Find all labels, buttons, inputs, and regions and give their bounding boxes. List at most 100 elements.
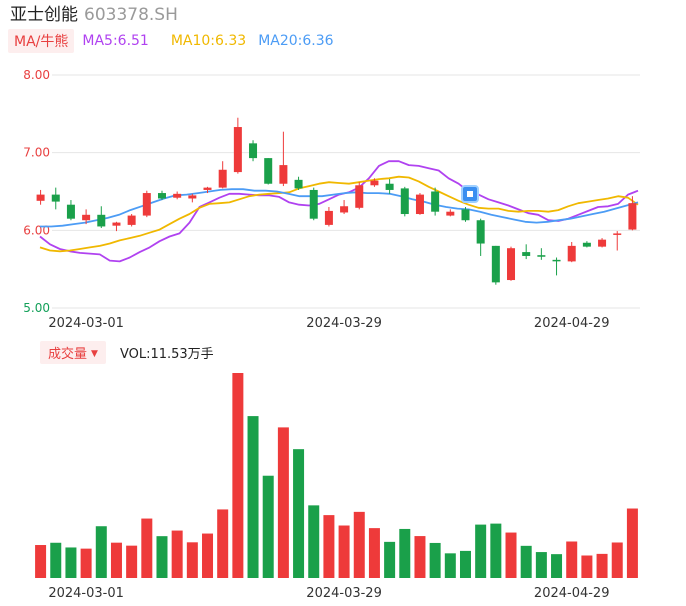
volume-bar bbox=[399, 528, 411, 578]
candle-body bbox=[613, 233, 622, 235]
candle-body bbox=[522, 252, 531, 256]
candle-body bbox=[370, 180, 379, 186]
volume-indicator-label: 成交量 bbox=[48, 346, 88, 362]
kline-date-axis: 2024-03-01 2024-03-29 2024-04-29 bbox=[48, 316, 609, 331]
volume-value: VOL:11.53万手 bbox=[119, 346, 214, 362]
candle-body bbox=[537, 255, 546, 257]
candle-body bbox=[157, 193, 166, 199]
ma-lines bbox=[39, 160, 639, 263]
ma-legend: MA/牛熊 MA5:6.51 MA10:6.33 MA20:6.36 bbox=[8, 29, 334, 53]
date-tick-label: 2024-03-01 bbox=[48, 316, 124, 331]
volume-bar bbox=[35, 545, 47, 578]
candle-body bbox=[233, 127, 242, 173]
volume-bar bbox=[65, 547, 77, 578]
volume-bar bbox=[384, 541, 396, 578]
volume-bar bbox=[126, 545, 138, 578]
candle-body bbox=[249, 143, 258, 159]
volume-bar bbox=[323, 515, 335, 578]
stock-title: 亚士创能 603378.SH bbox=[10, 4, 178, 26]
ma10-line bbox=[39, 175, 639, 253]
volume-legend: 成交量 ▼ VOL:11.53万手 bbox=[40, 340, 214, 364]
candle-body bbox=[309, 189, 318, 219]
ma5-legend: MA5:6.51 bbox=[82, 33, 149, 49]
volume-bar bbox=[353, 511, 365, 578]
candle-body bbox=[51, 194, 60, 202]
candle-body bbox=[431, 191, 440, 212]
candle-body bbox=[127, 215, 136, 225]
volume-bar bbox=[80, 548, 92, 578]
volume-bar bbox=[581, 555, 593, 578]
candlesticks bbox=[36, 117, 637, 285]
volume-indicator-dropdown[interactable]: 成交量 ▼ bbox=[40, 340, 106, 364]
volume-bar bbox=[429, 542, 441, 578]
dropdown-caret-icon: ▼ bbox=[91, 348, 98, 359]
volume-bar bbox=[459, 550, 471, 578]
candle-body bbox=[112, 222, 121, 226]
volume-bar bbox=[186, 542, 198, 578]
volume-bar bbox=[475, 524, 487, 578]
volume-bar bbox=[368, 528, 380, 578]
volume-bar bbox=[202, 533, 214, 578]
date-tick-label: 2024-03-29 bbox=[306, 586, 382, 601]
candle-body bbox=[567, 245, 576, 262]
candle-body bbox=[324, 210, 333, 225]
candle-body bbox=[461, 209, 470, 221]
stock-code: 603378.SH bbox=[84, 5, 178, 25]
volume-bar bbox=[505, 532, 517, 578]
volume-bar bbox=[308, 505, 320, 578]
candle-body bbox=[582, 242, 591, 247]
volume-bar bbox=[535, 552, 547, 578]
candle-body bbox=[385, 183, 394, 190]
date-tick-label: 2024-03-01 bbox=[48, 586, 124, 601]
volume-bars bbox=[35, 373, 638, 578]
candle-body bbox=[82, 214, 91, 221]
volume-bar bbox=[338, 525, 350, 578]
volume-bar bbox=[520, 545, 532, 578]
volume-bar bbox=[171, 530, 183, 578]
volume-bar bbox=[217, 509, 229, 578]
volume-bar bbox=[611, 542, 623, 578]
date-tick-label: 2024-04-29 bbox=[534, 586, 610, 601]
price-axis: 8.00 7.00 6.00 5.00 bbox=[23, 68, 50, 315]
price-tick-label: 6.00 bbox=[23, 223, 50, 237]
candle-body bbox=[66, 204, 75, 219]
candle-body bbox=[476, 220, 485, 244]
volume-bar bbox=[490, 523, 502, 578]
volume-bar bbox=[596, 553, 608, 578]
candle-body bbox=[598, 239, 607, 247]
volume-bar bbox=[293, 449, 305, 578]
volume-bar bbox=[626, 508, 638, 578]
price-tick-label: 7.00 bbox=[23, 146, 50, 160]
volume-bar bbox=[232, 373, 244, 578]
candle-body bbox=[294, 179, 303, 189]
candle-body bbox=[142, 193, 151, 216]
price-tick-label: 8.00 bbox=[23, 68, 50, 82]
candle-body bbox=[400, 188, 409, 215]
ma20-line bbox=[40, 188, 639, 228]
date-tick-label: 2024-04-29 bbox=[534, 316, 610, 331]
volume-bar bbox=[551, 554, 563, 578]
price-tick-label: 5.00 bbox=[23, 301, 50, 315]
ma10-legend: MA10:6.33 bbox=[170, 33, 247, 49]
volume-bar bbox=[247, 416, 259, 578]
kline-grid bbox=[52, 74, 640, 309]
candle-body bbox=[218, 169, 227, 188]
candle-body bbox=[188, 195, 197, 199]
volume-bar bbox=[444, 553, 456, 578]
volume-bar bbox=[141, 518, 153, 578]
volume-bar bbox=[262, 475, 274, 578]
volume-date-axis: 2024-03-01 2024-03-29 2024-04-29 bbox=[48, 586, 609, 601]
volume-bar bbox=[566, 541, 578, 578]
candle-body bbox=[491, 245, 500, 283]
volume-bar bbox=[50, 542, 62, 578]
candle-body bbox=[552, 259, 561, 262]
volume-bar bbox=[95, 526, 107, 578]
news-marker-icon[interactable] bbox=[461, 185, 479, 203]
candle-body bbox=[340, 206, 349, 213]
candle-body bbox=[36, 194, 45, 201]
candle-body bbox=[264, 158, 273, 184]
candle-body bbox=[97, 214, 106, 227]
candle-body bbox=[446, 211, 455, 216]
ma-indicator-tab[interactable]: MA/牛熊 bbox=[8, 29, 75, 53]
